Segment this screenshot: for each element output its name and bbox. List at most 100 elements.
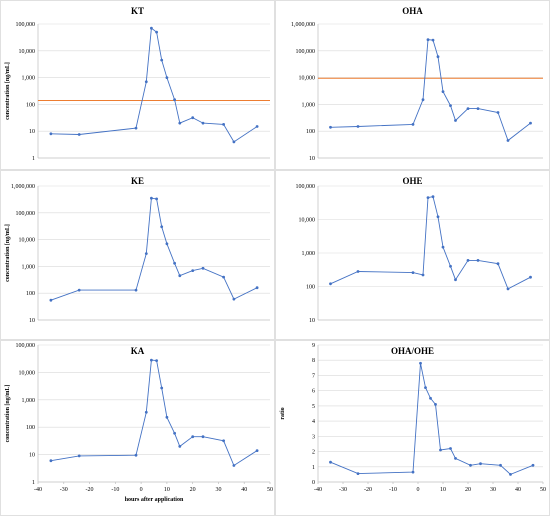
- data-point: [160, 225, 164, 229]
- data-point: [134, 288, 138, 292]
- y-tick-label: 100,000: [16, 211, 36, 217]
- data-point: [436, 55, 440, 59]
- y-tick-label: 1: [312, 465, 315, 471]
- data-point: [222, 123, 226, 126]
- data-point: [144, 80, 148, 84]
- y-tick-label: 100,000: [16, 22, 36, 28]
- data-point: [426, 38, 430, 42]
- data-point: [155, 197, 159, 201]
- x-tick-label: -40: [314, 487, 322, 493]
- x-tick-label: 50: [267, 487, 273, 493]
- data-point: [165, 415, 169, 419]
- data-point: [165, 76, 169, 79]
- data-point: [356, 472, 360, 475]
- chart-panel-6: OHA/OHE 0 1 2 3 4 5 6 7 8 9 -40 -30 -20 -10 0 10 20 30 40 50…: [275, 340, 550, 516]
- data-point: [411, 470, 415, 474]
- chart-panel-1: KT 1 10 100 1,000 10,000 100,000 concentration …: [0, 0, 275, 170]
- x-tick-label: -30: [339, 487, 347, 493]
- y-tick-label: 100,000: [296, 184, 316, 190]
- x-axis-label: hours after application: [125, 497, 184, 503]
- x-tick-label: 10: [440, 487, 446, 493]
- y-tick-label: 7: [312, 373, 315, 379]
- y-tick-label: 100,000: [296, 49, 316, 55]
- data-point: [255, 286, 259, 290]
- data-point: [329, 125, 332, 129]
- data-point: [329, 282, 332, 286]
- chart-panel-5: KA 1 10 100 1,000 10,000 100,000 -40 -30 -20 -10 0 1…: [0, 340, 275, 516]
- data-point: [449, 264, 452, 268]
- y-tick-label: 100: [306, 285, 315, 291]
- x-tick-label: 50: [540, 487, 546, 493]
- y-tick-label: 10: [29, 453, 35, 459]
- chart-title: KE: [131, 176, 144, 186]
- data-point: [201, 435, 205, 439]
- data-point: [150, 196, 153, 200]
- x-tick-label: -10: [389, 487, 397, 493]
- data-point: [431, 195, 435, 199]
- data-point: [529, 275, 532, 279]
- data-point: [178, 445, 182, 448]
- x-tick-label: 0: [417, 487, 420, 493]
- data-point: [77, 133, 81, 136]
- data-point: [222, 275, 226, 279]
- data-point: [454, 278, 457, 282]
- x-tick-label: 10: [164, 487, 170, 493]
- x-tick-label: -20: [86, 487, 94, 493]
- x-tick-label: 20: [190, 487, 196, 493]
- data-point: [419, 361, 422, 365]
- data-point: [476, 259, 480, 262]
- data-point: [421, 98, 425, 102]
- y-tick-label: 0: [312, 480, 315, 486]
- data-point: [144, 410, 148, 414]
- data-point: [499, 463, 502, 467]
- series-line: [50, 359, 258, 467]
- y-tick-label: 2: [312, 450, 315, 456]
- data-point: [49, 132, 53, 136]
- data-point: [150, 26, 153, 30]
- y-tick-label: 5: [312, 404, 315, 410]
- x-tick-label: -10: [111, 487, 119, 493]
- y-tick-label: 4: [312, 419, 315, 425]
- data-point: [49, 298, 53, 302]
- y-tick-label: 1: [32, 480, 35, 486]
- data-point: [506, 287, 510, 291]
- x-tick-label: -30: [60, 487, 68, 493]
- x-tick-label: 40: [241, 487, 247, 493]
- data-point: [436, 215, 440, 219]
- data-point: [222, 439, 226, 443]
- data-point: [232, 297, 236, 301]
- data-point: [454, 457, 457, 460]
- data-point: [134, 453, 138, 457]
- data-point: [134, 126, 138, 130]
- data-point: [441, 245, 445, 249]
- data-point: [441, 90, 445, 93]
- x-tick-label: 20: [465, 487, 471, 493]
- y-tick-label: 1,000,000: [11, 184, 35, 190]
- y-tick-label: 6: [312, 389, 315, 395]
- y-axis-label: concentration [ng/mL]: [5, 224, 11, 282]
- data-point: [454, 119, 457, 122]
- chart-panel-3: KE 10 100 1,000 10,000 100,000 1,000,000 concen…: [0, 170, 275, 340]
- panel-border: [275, 170, 550, 340]
- data-point: [165, 242, 169, 246]
- data-point: [496, 111, 500, 114]
- data-point: [411, 123, 415, 126]
- data-point: [49, 459, 53, 463]
- x-tick-label: 30: [490, 487, 496, 493]
- y-axis-label: concentration [ng/mL]: [5, 385, 11, 443]
- data-point: [255, 449, 259, 452]
- y-tick-label: 1: [32, 156, 35, 162]
- y-tick-label: 10: [309, 156, 315, 162]
- data-point: [531, 463, 535, 467]
- data-point: [155, 359, 159, 362]
- data-point: [201, 266, 205, 270]
- data-point: [160, 386, 164, 390]
- y-tick-label: 1,000: [302, 102, 316, 108]
- y-tick-label: 100: [26, 425, 35, 431]
- data-point: [150, 358, 153, 362]
- y-tick-label: 10: [29, 129, 35, 135]
- y-tick-label: 9: [312, 343, 315, 349]
- data-point: [431, 38, 435, 42]
- chart-panel-2: OHA 10 100 1,000 10,000 100,000 1,000,000: [275, 0, 550, 170]
- series-line: [330, 363, 534, 475]
